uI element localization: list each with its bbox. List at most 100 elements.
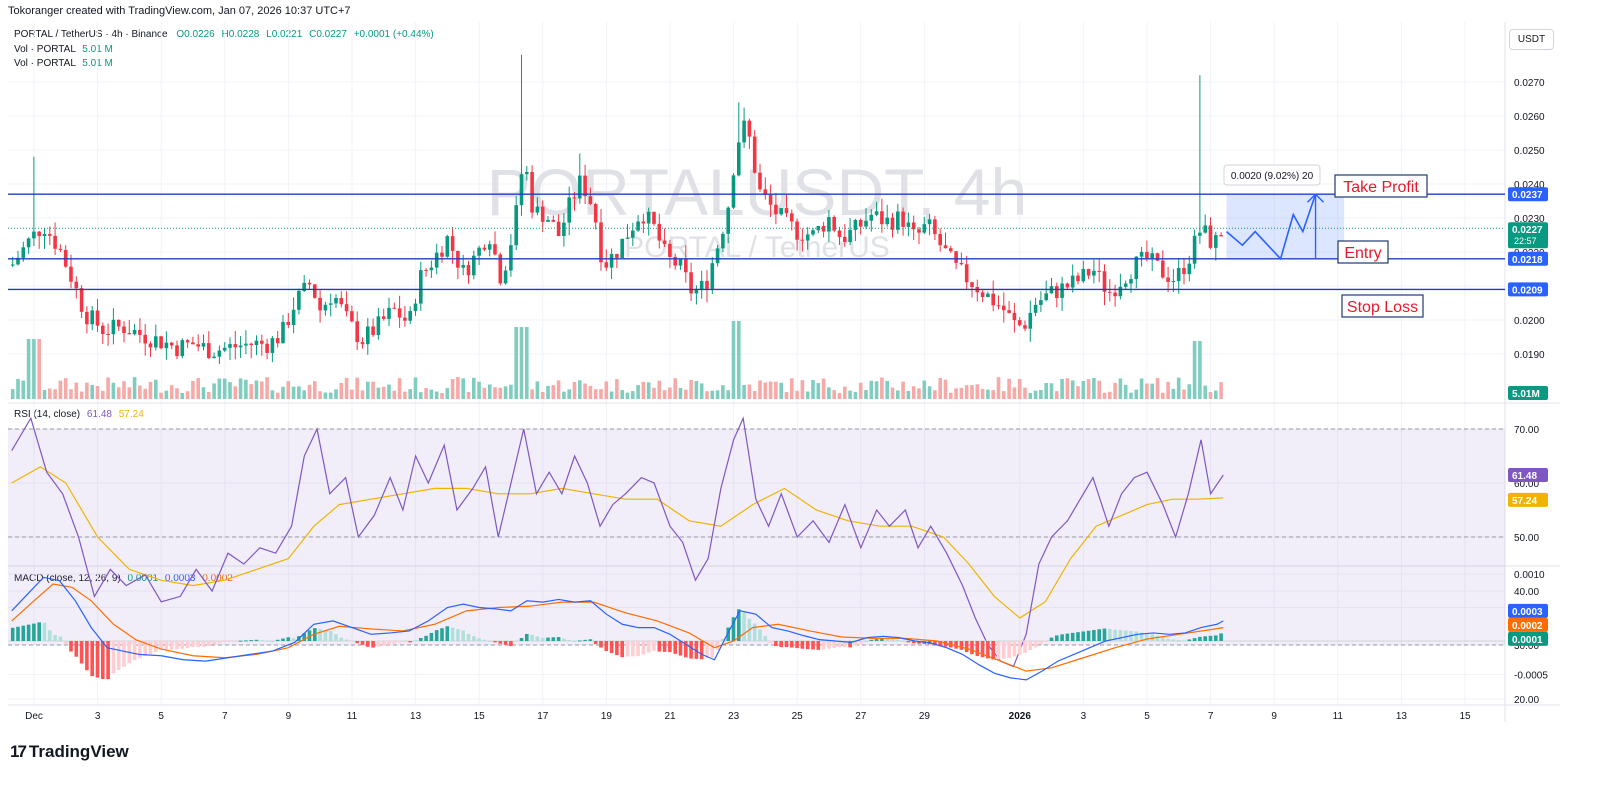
volume-bar — [779, 382, 783, 399]
volume-bar — [885, 380, 889, 399]
volume-bar — [630, 391, 635, 399]
candle-body — [445, 236, 450, 257]
macd-histogram-bar — [1023, 641, 1027, 653]
currency-button[interactable]: USDT — [1509, 29, 1554, 50]
candle-body — [1155, 253, 1160, 261]
candle-body — [201, 343, 206, 347]
candle-body — [1145, 251, 1149, 259]
candle-body — [1060, 283, 1064, 298]
time-tick-label: 13 — [410, 711, 422, 722]
macd-histogram-bar — [371, 641, 375, 648]
macd-histogram-bar — [620, 641, 624, 658]
macd-histogram-bar — [350, 641, 354, 642]
candle-body — [381, 316, 386, 319]
candle-body — [593, 203, 598, 223]
candle-body — [551, 219, 556, 222]
volume-bar — [1017, 379, 1022, 399]
volume-bar — [906, 390, 911, 399]
volume-bar — [747, 384, 752, 399]
macd-histogram-bar — [906, 641, 911, 643]
macd-histogram-bar — [196, 641, 200, 647]
candle-body — [620, 238, 624, 258]
volume-bar — [132, 377, 137, 399]
volume-bar — [1033, 390, 1038, 399]
volume-bar — [381, 386, 386, 399]
volume-bar — [286, 381, 291, 399]
entry-label[interactable]: Entry — [1337, 240, 1389, 264]
volume-bar — [281, 386, 285, 399]
candle-body — [800, 239, 805, 241]
candle-body — [689, 272, 693, 294]
candle-body — [509, 245, 513, 271]
time-tick-label: 17 — [537, 711, 549, 722]
measure-arrow-head — [1307, 193, 1325, 203]
candle-body — [869, 214, 874, 221]
macd-histogram-bar — [827, 641, 831, 649]
macd-histogram-bar — [1139, 632, 1144, 641]
macd-histogram-bar — [47, 630, 52, 641]
candle-body — [116, 319, 121, 327]
macd-histogram-bar — [1213, 635, 1218, 641]
volume-bar — [350, 389, 354, 399]
macd-histogram-bar — [85, 641, 89, 671]
candle-body — [164, 342, 169, 349]
close-value: 0.0227 — [316, 29, 347, 40]
macd-histogram-bar — [1107, 628, 1112, 641]
entry-tag: 0.0218 — [1508, 251, 1548, 266]
macd-histogram-bar — [365, 641, 370, 647]
candle-body — [821, 225, 826, 232]
volume-bar — [657, 380, 662, 399]
candle-body — [556, 221, 561, 236]
time-tick-label: 21 — [664, 711, 676, 722]
volume-tag: 5.01M — [1508, 386, 1548, 400]
take-profit-label[interactable]: Take Profit — [1334, 174, 1428, 198]
stop-loss-tag: 0.0209 — [1508, 282, 1548, 297]
candle-body — [615, 253, 619, 258]
volume-bar — [551, 385, 556, 399]
macd-histogram-bar — [376, 641, 381, 647]
macd-histogram-bar — [1145, 633, 1149, 641]
macd-line — [11, 576, 1224, 681]
candle-body — [784, 208, 789, 214]
macd-histogram-bar — [641, 641, 646, 655]
candle-body — [1044, 293, 1048, 301]
time-tick-label: 9 — [286, 711, 292, 722]
volume-bar — [365, 381, 370, 399]
tradingview-logo[interactable]: 17 TradingView — [10, 742, 129, 762]
macd-histogram-bar — [100, 641, 105, 680]
candle-body — [281, 321, 285, 344]
rsi-legend[interactable]: RSI (14, close) 61.48 57.24 — [14, 409, 144, 420]
volume-bar — [206, 391, 211, 399]
candle-body — [1139, 251, 1144, 257]
macd-histogram-bar — [1203, 636, 1207, 641]
macd-histogram-bar — [1028, 641, 1033, 651]
macd-histogram-bar — [275, 639, 280, 641]
candle-body — [535, 206, 540, 213]
symbol-title[interactable]: PORTAL / TetherUS · 4h · Binance — [14, 29, 168, 40]
volume-bar — [1192, 341, 1197, 399]
rsi-ma-value-tag: 57.24 — [1508, 492, 1548, 507]
candle-body — [583, 175, 587, 197]
candle-body — [1150, 253, 1154, 259]
signal-line — [11, 583, 1224, 672]
candle-body — [779, 208, 783, 215]
macd-histogram-bar — [1001, 641, 1006, 659]
volume-bar — [1028, 392, 1033, 399]
macd-histogram-bar — [424, 635, 428, 641]
rsi-ma-legend-value: 57.24 — [118, 409, 144, 420]
volume-bar — [466, 391, 471, 399]
macd-histogram-bar — [201, 641, 206, 647]
macd-histogram-bar — [1039, 641, 1043, 645]
candle-body — [365, 326, 370, 345]
stop-loss-label[interactable]: Stop Loss — [1341, 294, 1424, 318]
macd-histogram-bar — [1166, 638, 1170, 641]
volume-bar — [16, 378, 20, 399]
candle-body — [297, 290, 301, 310]
candle-body — [789, 213, 794, 222]
macd-histogram-bar — [1054, 635, 1059, 641]
volume-bar — [1118, 378, 1123, 399]
candle-body — [206, 343, 211, 359]
candle-body — [106, 333, 110, 335]
candle-body — [85, 311, 89, 325]
